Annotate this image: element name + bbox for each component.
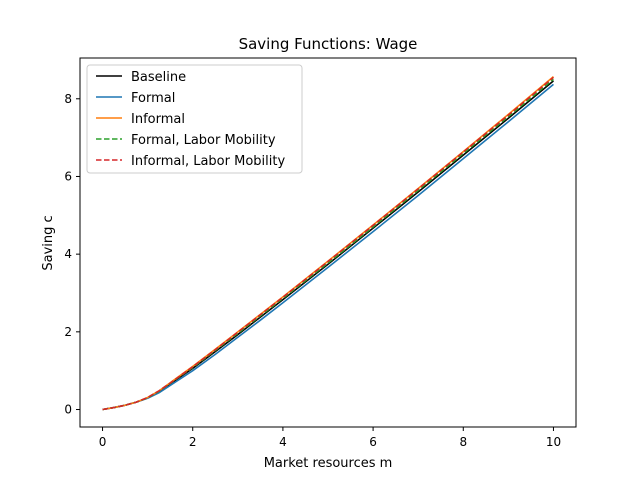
y-tick-label: 8 (64, 92, 72, 106)
y-tick-label: 2 (64, 325, 72, 339)
x-tick-label: 2 (189, 435, 197, 449)
x-tick-label: 6 (369, 435, 377, 449)
plot-frame (79, 57, 577, 428)
legend: Baseline Formal Informal Formal, Labor Mobi… (86, 64, 303, 174)
legend-label-3: Informal (131, 112, 185, 127)
x-tick-label: 4 (279, 435, 287, 449)
y-tick-label: 6 (64, 169, 72, 183)
chart-title: Saving Functions: Wage (239, 35, 418, 53)
y-axis-label: Saving c (41, 215, 56, 270)
y-tick-label: 0 (64, 403, 72, 417)
y-axis-ticks: 0 2 4 6 8 (64, 92, 80, 417)
legend-label-2: Formal (131, 91, 175, 106)
x-tick-label: 10 (546, 435, 561, 449)
series-line-5 (102, 76, 554, 411)
legend-label-5: Informal, Labor Mobility (131, 154, 285, 169)
legend-label-4: Formal, Labor Mobility (131, 133, 276, 148)
x-tick-label: 0 (99, 435, 107, 449)
legend-box (86, 64, 303, 174)
x-tick-label: 8 (459, 435, 467, 449)
legend-label-1: Baseline (131, 70, 186, 85)
plot-lines (102, 76, 554, 411)
x-axis-label: Market resources m (264, 456, 393, 471)
y-tick-label: 4 (64, 247, 72, 261)
x-axis-ticks: 0 2 4 6 8 10 (99, 427, 561, 449)
